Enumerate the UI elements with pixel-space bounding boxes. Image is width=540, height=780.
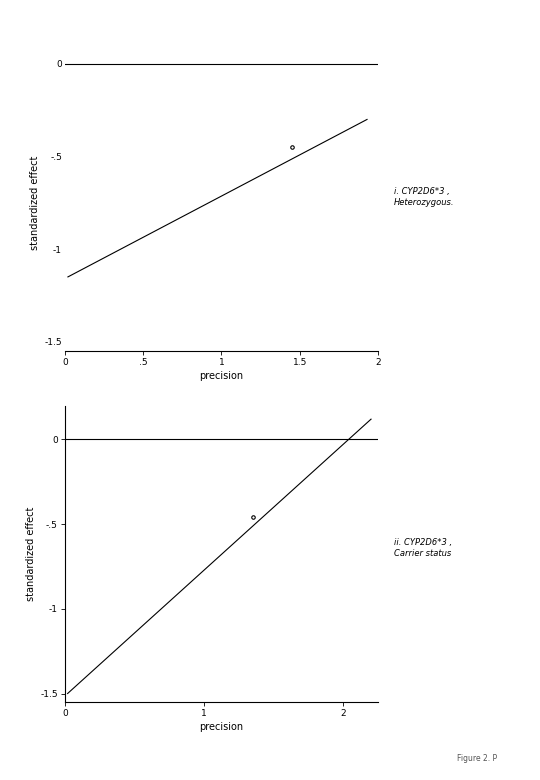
X-axis label: precision: precision (199, 722, 244, 732)
Y-axis label: standardized effect: standardized effect (26, 507, 36, 601)
Text: Figure 2. P: Figure 2. P (457, 753, 497, 763)
Y-axis label: standardized effect: standardized effect (30, 156, 40, 250)
X-axis label: precision: precision (199, 371, 244, 381)
Text: i. CYP2D6*3 ,
Heterozygous.: i. CYP2D6*3 , Heterozygous. (394, 187, 454, 207)
Text: ii. CYP2D6*3 ,
Carrier status: ii. CYP2D6*3 , Carrier status (394, 538, 452, 558)
